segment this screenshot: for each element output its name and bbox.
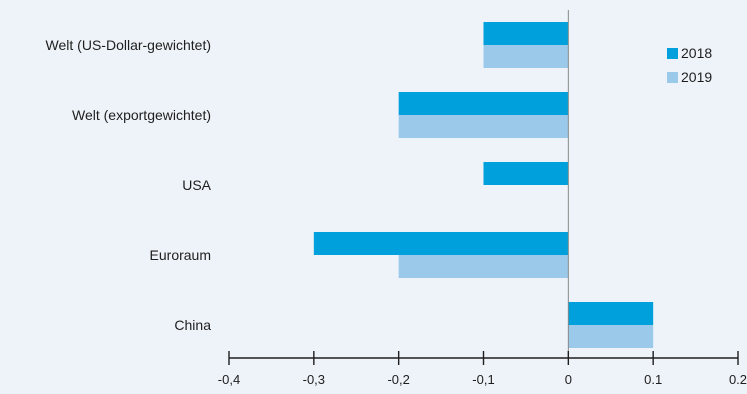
bar-welt-exportgewichtet-2019: [398, 115, 569, 138]
category-label: Welt (exportgewichtet): [72, 107, 211, 123]
x-tick-label: 0.2: [729, 372, 747, 387]
x-axis: -0,4 -0,3 -0,2 -0,1 0 0.1 0.2: [218, 351, 747, 387]
legend-swatch-2019: [667, 72, 678, 83]
bars-group: [313, 22, 654, 348]
category-label: USA: [182, 177, 211, 193]
bar-welt-us-dollar-gewichtet-2018: [483, 22, 569, 45]
bar-euroraum-2018: [313, 232, 569, 255]
bar-euroraum-2019: [398, 255, 569, 278]
category-label: China: [174, 317, 211, 333]
bar-china-2018: [568, 302, 654, 325]
legend-label-2019: 2019: [681, 69, 712, 85]
x-tick-label: -0,2: [387, 372, 409, 387]
x-tick-label: -0,3: [303, 372, 325, 387]
bar-china-2019: [568, 325, 654, 348]
legend: 2018 2019: [667, 45, 712, 85]
category-label: Euroraum: [150, 247, 211, 263]
category-labels: Welt (US-Dollar-gewichtet) Welt (exportge…: [46, 37, 212, 333]
x-tick-label: -0,4: [218, 372, 240, 387]
legend-label-2018: 2018: [681, 45, 712, 61]
x-tick-label: 0.1: [644, 372, 662, 387]
legend-swatch-2018: [667, 48, 678, 59]
bar-welt-exportgewichtet-2018: [398, 92, 569, 115]
bar-welt-us-dollar-gewichtet-2019: [483, 45, 569, 68]
x-tick-label: -0,1: [472, 372, 494, 387]
category-label: Welt (US-Dollar-gewichtet): [46, 37, 211, 53]
x-tick-label: 0: [565, 372, 572, 387]
bar-usa-2018: [483, 162, 569, 185]
